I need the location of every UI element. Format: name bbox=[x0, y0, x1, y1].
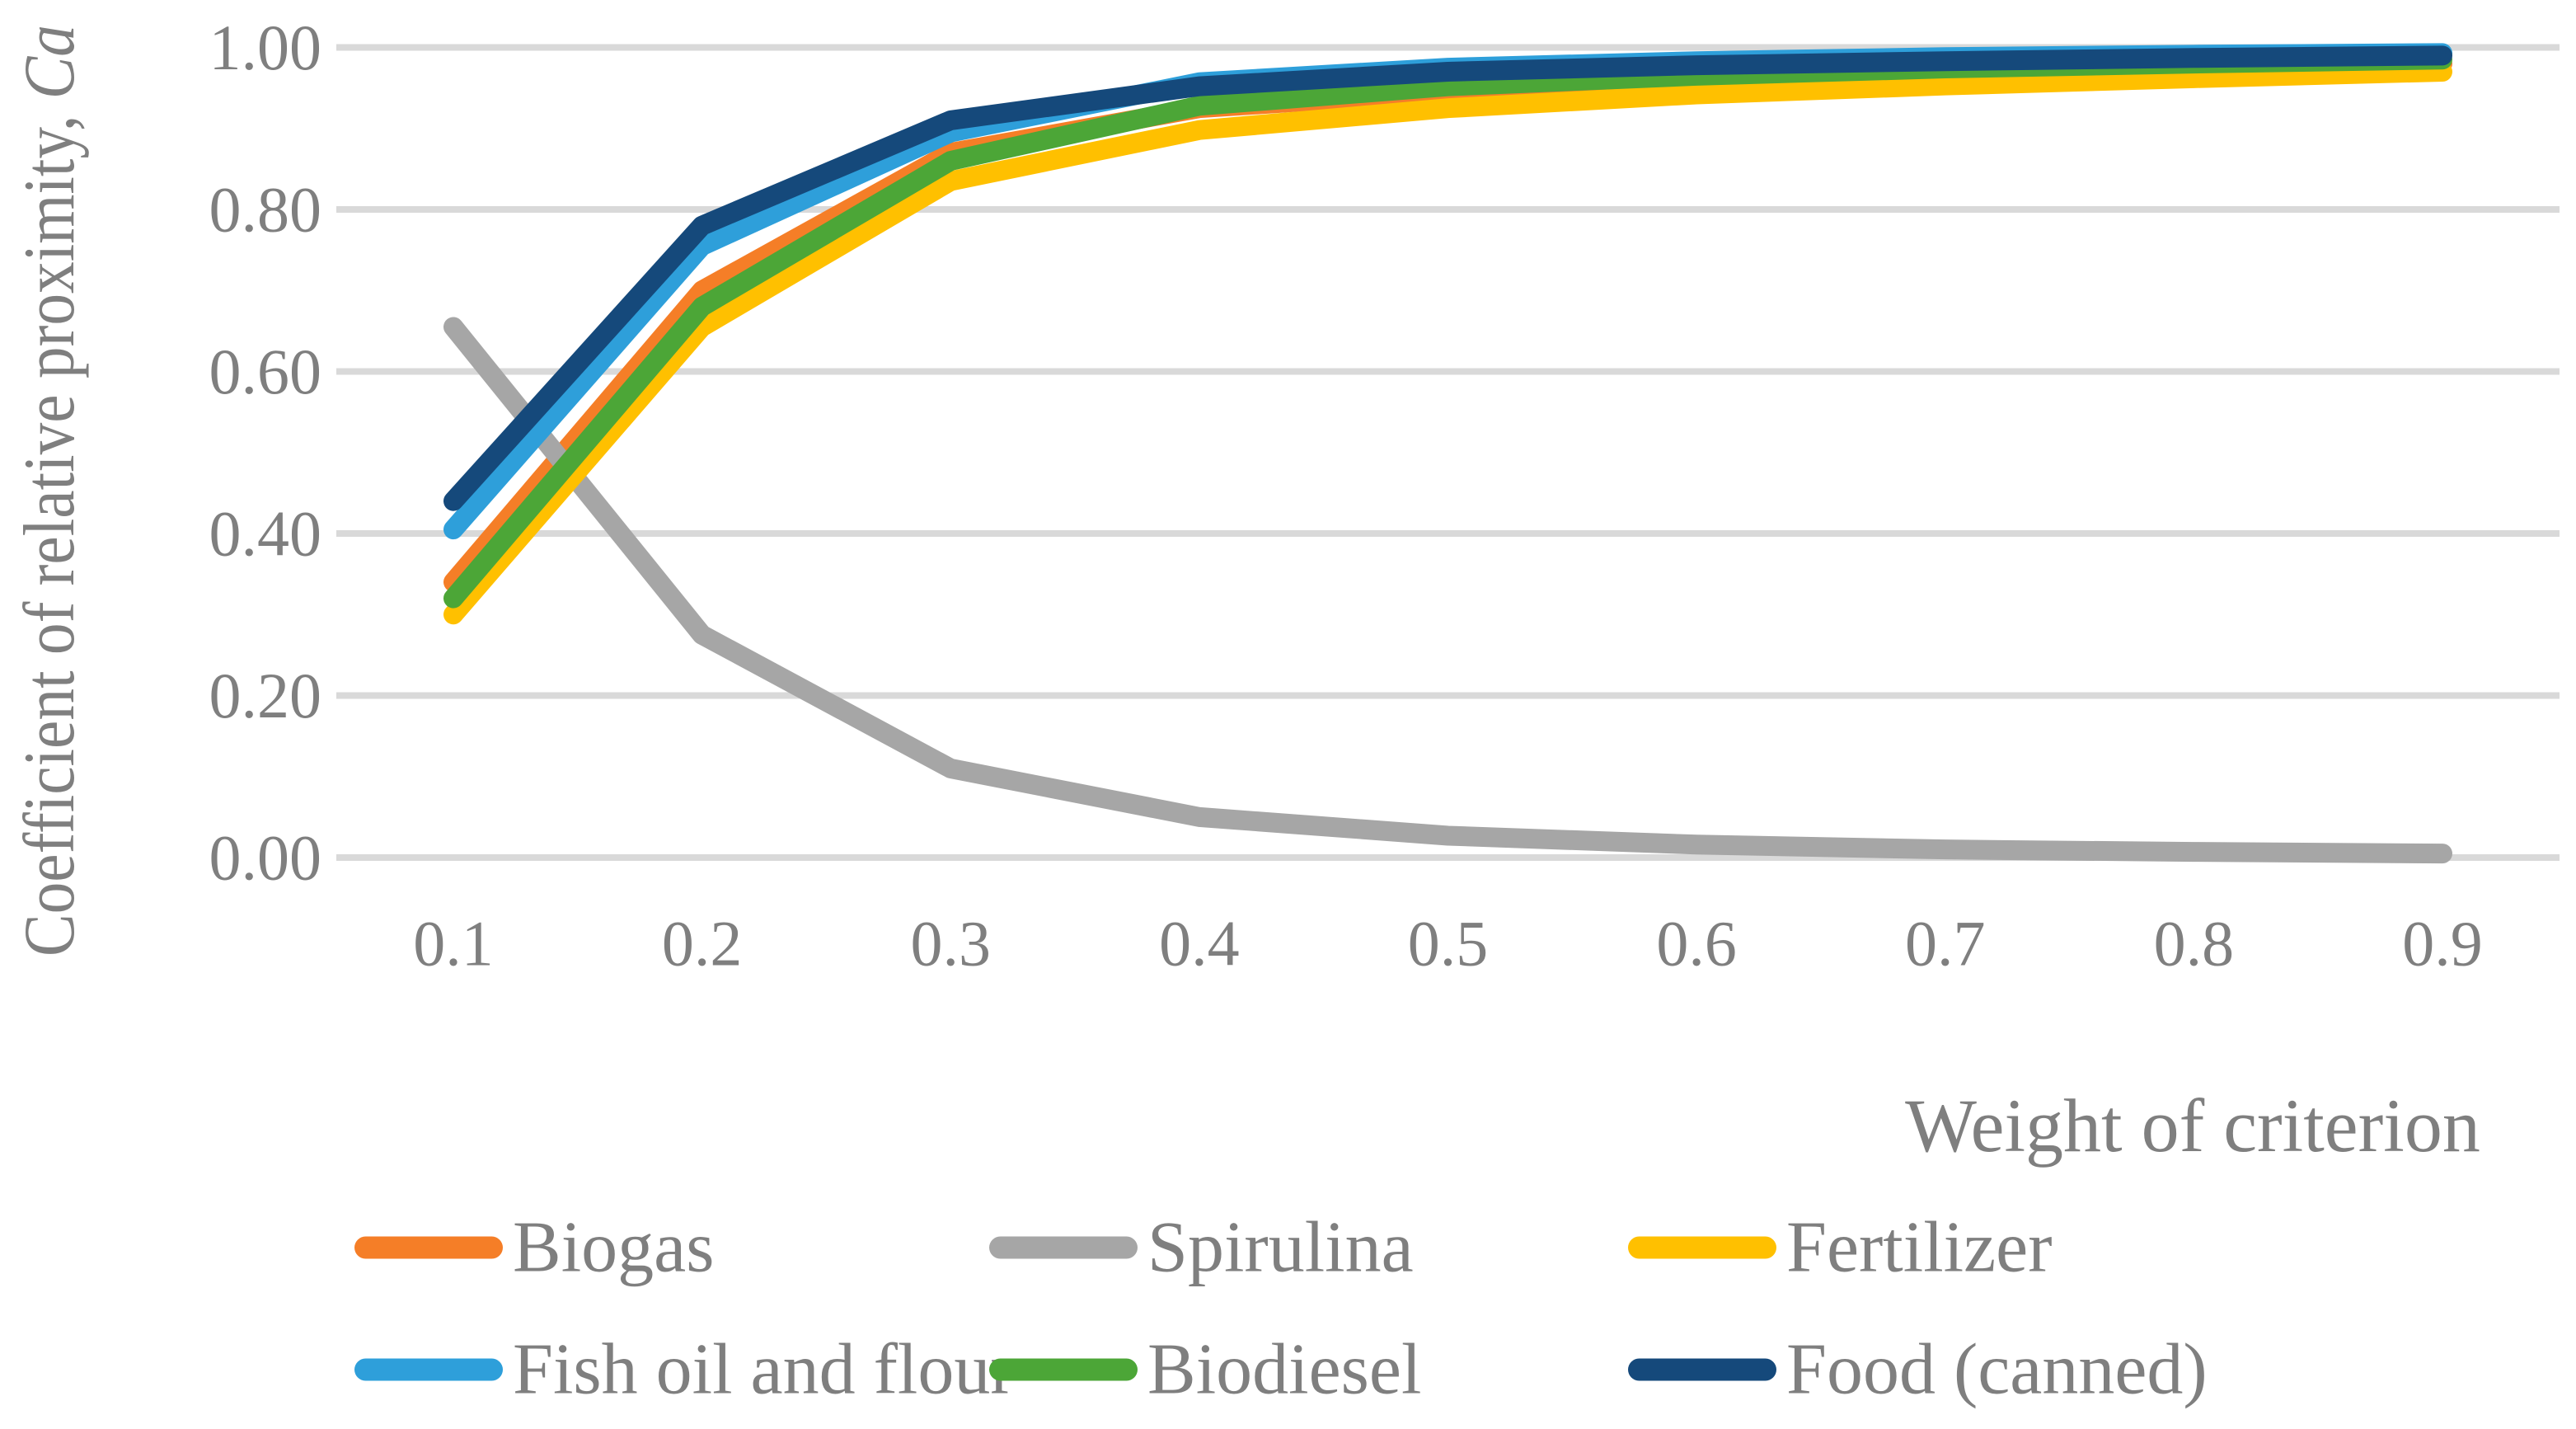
series-line-biogas bbox=[443, 54, 2452, 592]
y-tick-label: 0.80 bbox=[209, 174, 322, 246]
series-line-fertilizer bbox=[443, 61, 2452, 625]
x-tick-label: 0.7 bbox=[1905, 908, 1986, 980]
legend-swatch-biogas bbox=[354, 1236, 503, 1259]
x-tick-label: 0.3 bbox=[911, 908, 992, 980]
x-tick-label: 0.4 bbox=[1159, 908, 1240, 980]
y-axis-title-symbol: Ca bbox=[10, 25, 90, 99]
legend-swatch-spirulina bbox=[989, 1236, 1138, 1259]
series-line-food-canned bbox=[443, 45, 2452, 511]
x-tick-labels: 0.1 0.2 0.3 0.4 0.5 0.6 0.7 0.8 0.9 bbox=[413, 908, 2483, 980]
y-tick-label: 0.60 bbox=[209, 336, 322, 407]
gridlines bbox=[336, 44, 2560, 861]
series-lines bbox=[443, 43, 2452, 864]
y-axis-title-text: Coefficient of relative proximity, bbox=[10, 99, 90, 957]
y-tick-label: 0.00 bbox=[209, 822, 322, 894]
y-tick-label: 0.20 bbox=[209, 660, 322, 731]
x-tick-label: 0.8 bbox=[2154, 908, 2235, 980]
x-tick-label: 0.9 bbox=[2402, 908, 2483, 980]
legend: Biogas Spirulina Fertilizer Fish oil and fl… bbox=[354, 1208, 2208, 1410]
x-tick-label: 0.5 bbox=[1408, 908, 1489, 980]
x-tick-label: 0.2 bbox=[662, 908, 743, 980]
y-axis-title: Coefficient of relative proximity, Ca bbox=[10, 25, 90, 957]
legend-swatch-food-canned bbox=[1628, 1358, 1776, 1381]
legend-label-biogas: Biogas bbox=[513, 1208, 714, 1288]
legend-swatch-fish-oil-and-flour bbox=[354, 1358, 503, 1381]
y-tick-label: 1.00 bbox=[209, 12, 322, 83]
legend-item-biodiesel: Biodiesel bbox=[989, 1330, 1421, 1410]
x-tick-label: 0.1 bbox=[413, 908, 494, 980]
legend-item-fertilizer: Fertilizer bbox=[1628, 1208, 2053, 1288]
legend-label-fertilizer: Fertilizer bbox=[1786, 1208, 2053, 1288]
x-axis-title: Weight of criterion bbox=[1905, 1084, 2480, 1168]
legend-item-spirulina: Spirulina bbox=[989, 1208, 1414, 1288]
y-tick-labels: 0.00 0.20 0.40 0.60 0.80 1.00 bbox=[209, 12, 322, 894]
y-tick-label: 0.40 bbox=[209, 498, 322, 570]
legend-label-biodiesel: Biodiesel bbox=[1147, 1330, 1421, 1410]
legend-item-biogas: Biogas bbox=[354, 1208, 714, 1288]
x-tick-label: 0.6 bbox=[1656, 908, 1737, 980]
series-line-spirulina bbox=[443, 317, 2452, 864]
legend-label-spirulina: Spirulina bbox=[1147, 1208, 1414, 1288]
series-line-biodiesel bbox=[443, 49, 2452, 609]
legend-swatch-fertilizer bbox=[1628, 1236, 1776, 1259]
legend-item-fish-oil-and-flour: Fish oil and flour bbox=[354, 1330, 1015, 1410]
legend-swatch-biodiesel bbox=[989, 1358, 1138, 1381]
legend-item-food-canned: Food (canned) bbox=[1628, 1330, 2208, 1410]
legend-label-fish-oil-and-flour: Fish oil and flour bbox=[513, 1330, 1015, 1410]
legend-label-food-canned: Food (canned) bbox=[1786, 1330, 2208, 1410]
